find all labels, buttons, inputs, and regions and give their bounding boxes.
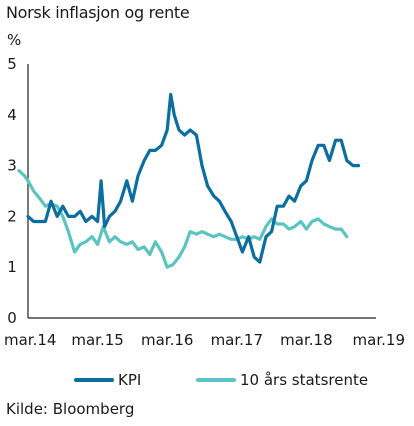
y-tick-label: 5 xyxy=(7,55,17,73)
y-axis-unit: % xyxy=(7,31,22,49)
tick-labels: 0 1 2 3 4 5 mar.14 mar.15 mar.16 mar.17 mar.18 mar.… xyxy=(4,55,405,349)
legend-item-statsrente: 10 års statsrente xyxy=(196,368,368,392)
legend-swatch-kpi xyxy=(74,378,114,382)
y-tick-label: 4 xyxy=(7,106,17,124)
legend-item-kpi: KPI xyxy=(74,368,141,392)
y-tick-label: 0 xyxy=(7,309,17,327)
source-note: Kilde: Bloomberg xyxy=(6,400,135,418)
series-line-kpi xyxy=(26,92,361,264)
x-tick-label: mar.18 xyxy=(280,331,332,349)
series-line-statsrente xyxy=(17,169,349,269)
line-chart: 0 1 2 3 4 5 mar.14 mar.15 mar.16 mar.17 mar.18 mar.… xyxy=(4,55,405,349)
x-tick-label: mar.17 xyxy=(211,331,263,349)
legend-label-kpi: KPI xyxy=(118,371,142,389)
legend: KPI 10 års statsrente xyxy=(0,368,414,392)
legend-label-statsrente: 10 års statsrente xyxy=(240,371,369,389)
y-tick-label: 3 xyxy=(7,157,17,175)
axes xyxy=(27,64,376,319)
x-tick-label: mar.14 xyxy=(4,331,56,349)
x-tick-label: mar.15 xyxy=(71,331,123,349)
y-tick-label: 1 xyxy=(7,258,17,276)
x-tick-label: mar.16 xyxy=(141,331,193,349)
x-tick-label: mar.19 xyxy=(353,331,405,349)
chart-title: Norsk inflasjon og rente xyxy=(6,3,190,22)
legend-swatch-statsrente xyxy=(196,378,236,382)
y-tick-label: 2 xyxy=(7,207,17,225)
series-layer xyxy=(17,92,361,269)
